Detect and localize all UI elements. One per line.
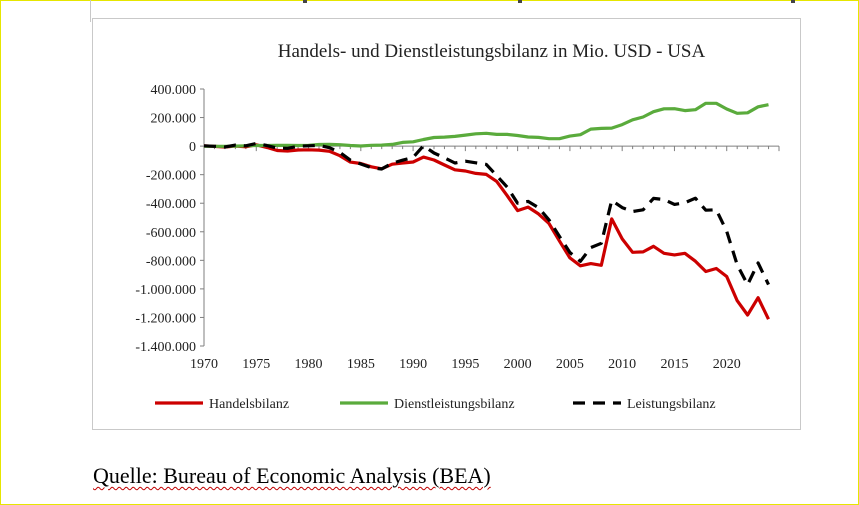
legend-label-handelsbilanz: Handelsbilanz [209,397,289,412]
x-tick-label: 2020 [713,357,741,372]
y-tick-label: -1.400.000 [135,340,196,355]
y-tick-label: -200.000 [146,169,196,184]
chart-frame[interactable]: Handels- und Dienstleistungsbilanz in Mi… [92,18,801,430]
ruler-tick-mark [303,0,307,3]
ruler-tick-mark [518,0,522,3]
y-tick-label: -800.000 [146,254,196,269]
ruler-tick-mark [791,0,795,3]
series-line-dienstleistungsbilanz [204,101,769,148]
x-tick-label: 1990 [399,357,427,372]
y-tick-label: 400.000 [151,83,197,98]
x-tick-label: 1980 [295,357,323,372]
legend-label-leistungsbilanz: Leistungsbilanz [627,397,716,412]
x-tick-label: 2010 [608,357,636,372]
chart-title: Handels- und Dienstleistungsbilanz in Mi… [278,41,706,62]
x-tick-label: 2000 [504,357,532,372]
x-tick-label: 2005 [556,357,584,372]
series-line-leistungsbilanz [203,141,770,287]
x-tick-label: 2015 [660,357,688,372]
page-margin-rule [90,0,91,22]
y-tick-label: 200.000 [151,112,197,127]
x-tick-label: 1975 [242,357,270,372]
y-tick-label: -1.000.000 [135,283,196,298]
y-tick-label: -1.200.000 [135,311,196,326]
y-tick-label: -400.000 [146,197,196,212]
legend-label-dienstleistungsbilanz: Dienstleistungsbilanz [394,397,515,412]
x-tick-label: 1970 [190,357,218,372]
series-line-handelsbilanz [203,143,770,320]
x-tick-label: 1985 [347,357,375,372]
source-caption: Quelle: Bureau of Economic Analysis (BEA… [93,463,491,488]
y-tick-label: -600.000 [146,226,196,241]
x-tick-label: 1995 [451,357,479,372]
line-chart: Handels- und Dienstleistungsbilanz in Mi… [135,41,780,412]
y-tick-label: 0 [189,140,196,155]
